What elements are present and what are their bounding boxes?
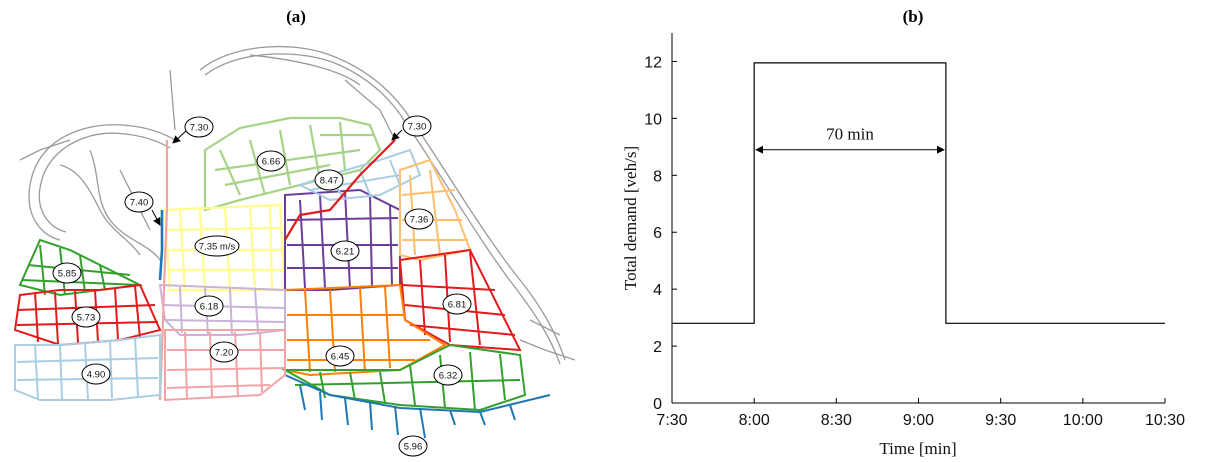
label-ellipse (256, 150, 286, 172)
region-speed-label: 6.18 (194, 295, 224, 317)
region-lightblue-sw (14, 333, 161, 401)
label-text: 4.90 (87, 370, 106, 381)
annotation-group: 70 min (755, 125, 945, 154)
panel-a-title: (a) (286, 7, 306, 26)
x-tick-label: 10:30 (1145, 412, 1185, 429)
demand-series-line (672, 62, 1165, 324)
label-text: 7.20 (215, 348, 234, 359)
label-text: 7.40 (130, 198, 149, 209)
duration-label: 70 min (826, 125, 874, 144)
y-tick-label: 2 (653, 339, 662, 356)
label-text: 5.73 (77, 313, 96, 324)
x-tick-label: 10:00 (1063, 412, 1103, 429)
region-speed-label: 7.30 (402, 115, 432, 137)
label-ellipse (433, 364, 463, 386)
label-ellipse (330, 240, 360, 262)
region-speed-label: 6.81 (442, 293, 472, 315)
region-speed-label: 6.21 (330, 240, 360, 262)
y-tick-label: 4 (653, 282, 662, 299)
label-text: 5.96 (404, 442, 423, 453)
label-ellipse (124, 191, 154, 213)
label-text: 7.30 (190, 123, 209, 134)
region-speed-label: 7.20 (209, 341, 239, 363)
region-speed-label: 6.66 (256, 150, 286, 172)
y-ticks: 0 2 4 6 8 10 12 (644, 54, 677, 413)
label-text: 7.30 (408, 122, 427, 133)
label-ellipse (71, 306, 101, 328)
region-speed-label: 7.30 (184, 116, 214, 138)
region-labels: 7.30 7.30 6.66 8.47 7.40 7.36 7.35 m/s 6.21 5.85… (52, 115, 472, 457)
x-ticks: 7:30 8:00 8:30 9:00 9:30 10:00 10:30 (656, 398, 1185, 429)
label-ellipse (184, 116, 214, 138)
label-ellipse (52, 262, 82, 284)
region-speed-label: 6.32 (433, 364, 463, 386)
region-lavender (158, 283, 286, 336)
label-ellipse (194, 235, 240, 257)
x-tick-label: 9:00 (903, 412, 934, 429)
y-tick-label: 8 (653, 168, 662, 185)
label-text: 8.47 (320, 176, 339, 187)
series-group (672, 62, 1165, 324)
region-speed-label: 6.45 (325, 345, 355, 367)
label-text: 6.45 (331, 352, 350, 363)
panel-b-demand-chart: (b) 7:30 8:00 8:30 9:00 9:30 10:00 10:30 0 2 4 6 8… (621, 7, 1185, 458)
label-ellipse (398, 435, 428, 457)
region-blue-south (158, 210, 551, 439)
y-axis-title: Total demand [veh/s] (621, 146, 640, 290)
label-ellipse (81, 363, 111, 385)
region-peach (399, 158, 472, 262)
x-tick-label: 9:30 (985, 412, 1016, 429)
region-speed-label: 4.90 (81, 363, 111, 385)
y-tick-label: 10 (644, 111, 662, 128)
x-axis-title: Time [min] (879, 439, 956, 458)
label-ellipse (314, 169, 344, 191)
map-arrows (151, 129, 403, 226)
region-speed-label: 7.40 (124, 191, 154, 213)
label-text: 6.32 (439, 371, 458, 382)
label-ellipse (404, 208, 434, 230)
label-text: 5.85 (58, 269, 77, 280)
x-tick-label: 7:30 (656, 412, 687, 429)
axes-box (671, 33, 1165, 404)
region-speed-label: 7.35 m/s (194, 235, 240, 257)
x-tick-label: 8:30 (821, 412, 852, 429)
label-text: 6.21 (336, 247, 355, 258)
label-text: 7.35 m/s (199, 242, 236, 253)
label-text: 6.66 (262, 157, 281, 168)
chart-title: (b) (903, 7, 924, 26)
label-ellipse (194, 295, 224, 317)
region-lightgreen (203, 116, 382, 212)
label-ellipse (442, 293, 472, 315)
y-tick-label: 0 (653, 396, 662, 413)
y-tick-label: 12 (644, 54, 662, 71)
region-speed-label: 7.36 (404, 208, 434, 230)
panel-a-network-map: (a) (13, 7, 576, 457)
region-speed-label: 5.85 (52, 262, 82, 284)
freeway-lines (19, 46, 576, 365)
label-ellipse (402, 115, 432, 137)
y-tick-label: 6 (653, 225, 662, 242)
label-text: 7.36 (410, 215, 429, 226)
label-text: 6.81 (448, 300, 467, 311)
x-tick-label: 8:00 (739, 412, 770, 429)
label-ellipse (325, 345, 355, 367)
label-ellipse (209, 341, 239, 363)
region-orange (284, 283, 447, 377)
region-purple (284, 188, 401, 291)
label-text: 6.18 (200, 302, 219, 313)
region-speed-label: 5.73 (71, 306, 101, 328)
region-speed-label: 5.96 (398, 435, 428, 457)
region-speed-label: 8.47 (314, 169, 344, 191)
